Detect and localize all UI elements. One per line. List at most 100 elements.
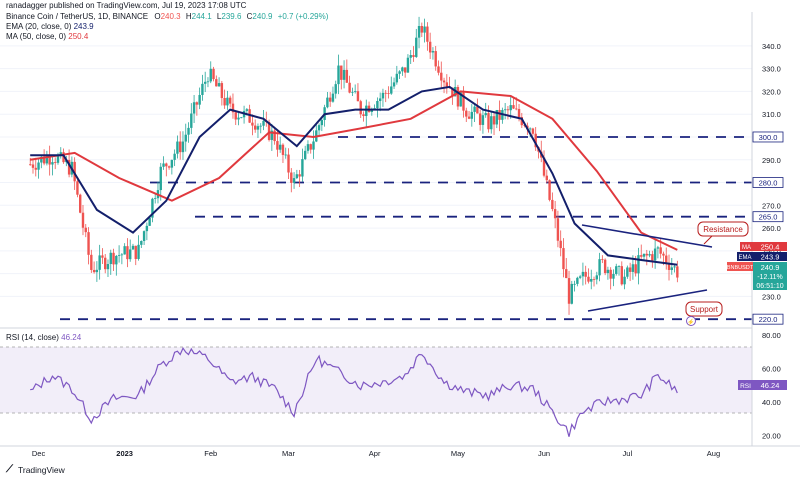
candle xyxy=(626,265,629,279)
symbol-title[interactable]: Binance Coin / TetherUS, 1D, BINANCE xyxy=(6,12,149,21)
candle xyxy=(129,239,132,262)
candle xyxy=(206,77,210,88)
time-tick-1: 2023 xyxy=(116,449,133,458)
candle xyxy=(137,235,140,261)
candle xyxy=(467,110,471,120)
candle xyxy=(228,95,232,108)
candle xyxy=(270,123,274,151)
ohlc-o-label: O xyxy=(154,12,161,21)
candle xyxy=(587,268,590,284)
candle xyxy=(278,136,282,153)
candle xyxy=(578,274,582,280)
time-tick-8: Aug xyxy=(707,449,720,458)
candle xyxy=(134,245,137,266)
rsi-axis[interactable]: 20.00 40.00 60.00 80.00 xyxy=(762,331,781,441)
candle xyxy=(337,54,340,95)
candle xyxy=(170,159,174,175)
candle xyxy=(653,239,657,269)
candle xyxy=(123,243,126,255)
rsi-band xyxy=(0,347,752,413)
candle xyxy=(328,92,332,107)
ma-legend-value: 250.4 xyxy=(68,32,89,41)
candle xyxy=(253,119,257,133)
tradingview-logo-icon[interactable]: ⟋ xyxy=(6,464,13,475)
candle xyxy=(584,265,587,285)
candle xyxy=(112,248,115,272)
candle xyxy=(209,61,212,84)
candle xyxy=(226,90,229,110)
rsi-line xyxy=(30,346,678,437)
candle xyxy=(251,114,254,136)
candle xyxy=(481,108,485,134)
candle xyxy=(79,193,82,214)
ohlc-h-label: H xyxy=(185,12,192,21)
candle xyxy=(473,103,476,122)
candle xyxy=(76,179,79,198)
candle xyxy=(167,165,171,170)
candle xyxy=(615,263,618,276)
candle xyxy=(348,75,351,94)
candle xyxy=(595,271,598,285)
candle xyxy=(601,255,604,264)
candle xyxy=(198,87,201,110)
candle xyxy=(295,169,299,180)
ma-legend[interactable]: MA (50, close, 0) 250.4 xyxy=(6,32,88,41)
candle xyxy=(176,135,179,159)
candle xyxy=(190,103,193,135)
candle xyxy=(556,210,560,248)
time-axis[interactable]: Dec 2023 Feb Mar Apr May Jun Jul Aug xyxy=(32,449,720,458)
candle xyxy=(553,200,557,229)
candle xyxy=(562,238,565,278)
candle xyxy=(570,280,574,305)
candle xyxy=(117,245,121,263)
rsi-tick-2: 60.00 xyxy=(762,365,781,374)
candle xyxy=(126,238,129,268)
candle xyxy=(403,67,407,78)
candle xyxy=(548,179,551,202)
level-tag-2 xyxy=(752,211,784,223)
rsi-badge: RSI 46.24 xyxy=(738,380,787,390)
ohlc-open: 240.3 xyxy=(160,12,181,21)
candle xyxy=(173,149,176,167)
price-tick-0: 230.0 xyxy=(762,292,781,301)
candle xyxy=(398,70,401,79)
candle xyxy=(287,148,290,179)
candle xyxy=(456,84,460,110)
candle xyxy=(409,50,412,64)
brand-name[interactable]: TradingView xyxy=(18,465,65,475)
candle xyxy=(106,259,110,278)
candle xyxy=(317,123,321,136)
candle xyxy=(51,157,54,176)
candle xyxy=(645,249,648,266)
svg-text:⚡: ⚡ xyxy=(687,318,694,326)
candle xyxy=(503,102,507,120)
rsi-legend[interactable]: RSI (14, close) 46.24 xyxy=(6,333,81,342)
candle xyxy=(392,77,396,90)
candle xyxy=(120,253,124,265)
candle xyxy=(387,86,390,99)
footer: ⟋ TradingView xyxy=(0,460,800,479)
candle xyxy=(606,266,610,280)
candle xyxy=(509,95,512,119)
candle xyxy=(231,93,235,119)
candle xyxy=(406,54,410,73)
rsi-tick-0: 20.00 xyxy=(762,432,781,441)
candle xyxy=(576,276,579,287)
price-tick-2: 250.0 xyxy=(762,247,781,256)
candle xyxy=(256,123,260,138)
candle xyxy=(87,227,90,265)
candle xyxy=(31,159,35,174)
time-tick-2: Feb xyxy=(204,449,217,458)
candle xyxy=(284,147,287,159)
level-labels: 300.0 280.0 265.0 220.0 xyxy=(752,131,784,325)
candle xyxy=(104,254,107,274)
candle xyxy=(356,83,360,102)
candle xyxy=(298,169,301,188)
candle xyxy=(220,80,224,106)
ema-legend[interactable]: EMA (20, close, 0) 243.9 xyxy=(6,22,94,31)
candle xyxy=(531,127,535,136)
candle xyxy=(442,77,446,94)
price-tick-10: 330.0 xyxy=(762,65,781,74)
candle xyxy=(340,65,343,90)
candle xyxy=(281,143,285,164)
